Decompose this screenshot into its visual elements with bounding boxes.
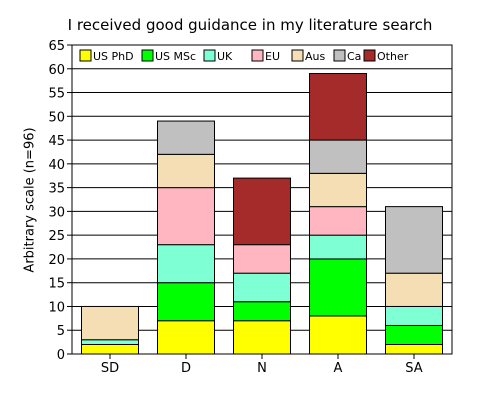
y-tick-label: 10 (48, 300, 65, 315)
legend-label: US PhD (93, 50, 134, 63)
bar-segment (81, 305, 139, 341)
legend-swatch (141, 49, 154, 62)
chart-title: I received good guidance in my literatur… (67, 16, 433, 34)
y-tick-label: 65 (48, 39, 65, 54)
bar-segment (233, 301, 291, 322)
bar-segment (309, 206, 367, 236)
plot-frame (71, 44, 453, 355)
bar-segment (157, 187, 215, 246)
axis-layer: 0 5 10 15 20 25 30 35 40 45 50 55 60 65 SD D N A SA (48, 39, 453, 376)
bar-segment (157, 153, 215, 189)
x-tick-label: N (257, 361, 267, 376)
legend-background (76, 46, 410, 67)
y-tick-label: 25 (48, 229, 65, 244)
y-tick-label: 15 (48, 277, 65, 292)
y-tick-label: 30 (48, 205, 65, 220)
legend-label: EU (265, 50, 280, 63)
legend-swatch (363, 49, 376, 62)
y-tick-label: 5 (57, 324, 65, 339)
bar-segment (385, 324, 443, 345)
legend-label: US MSc (155, 50, 196, 63)
legend-swatch (291, 49, 304, 62)
bar-segment (385, 206, 443, 274)
x-tick-label: SD (101, 361, 119, 376)
legend: US PhD US MSc UK EU Aus Ca Other (76, 46, 410, 67)
y-tick-label: 45 (48, 134, 65, 149)
bar-segment (233, 320, 291, 355)
x-tick-label: SA (405, 361, 422, 376)
bar-segment (157, 120, 215, 155)
y-tick-label: 60 (48, 63, 65, 78)
y-tick-label: 0 (57, 348, 65, 363)
bar-segment (309, 172, 367, 208)
legend-swatch (333, 49, 346, 62)
bar-segment (157, 282, 215, 322)
bars-layer (81, 73, 443, 355)
y-tick-label: 55 (48, 87, 65, 102)
legend-label: Aus (305, 50, 325, 63)
legend-label: Ca (347, 50, 361, 63)
bar-segment (385, 272, 443, 307)
bar-segment (157, 244, 215, 284)
bar-segment (157, 320, 215, 355)
y-tick-label: 20 (48, 253, 65, 268)
bar-segment (233, 244, 291, 274)
legend-swatch (251, 49, 264, 62)
x-tick-label: D (181, 361, 191, 376)
y-tick-label: 35 (48, 182, 65, 197)
y-tick-label: 40 (48, 158, 65, 173)
bar-segment (309, 258, 367, 317)
legend-label: UK (217, 50, 233, 63)
legend-swatch (203, 49, 216, 62)
bar-segment (385, 305, 443, 326)
y-tick-label: 50 (48, 110, 65, 125)
bar-segment (309, 315, 367, 355)
bar-segment (233, 272, 291, 303)
bar-segment (385, 343, 443, 355)
bar-segment (81, 339, 139, 345)
bar-segment (309, 234, 367, 260)
legend-label: Other (377, 50, 409, 63)
x-tick-label: A (334, 361, 343, 376)
bar-segment (309, 139, 367, 174)
bar-segment (309, 73, 367, 141)
bar-segment (81, 343, 139, 355)
bar-segment (233, 177, 291, 246)
legend-swatch (79, 49, 92, 62)
